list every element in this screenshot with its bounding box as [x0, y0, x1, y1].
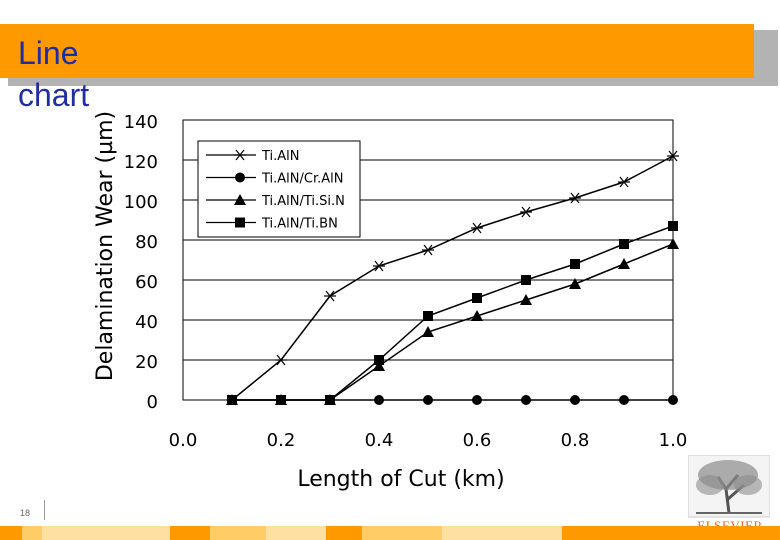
series-square	[227, 221, 678, 405]
star-marker	[471, 222, 483, 234]
legend-entry-label: Ti.AlN/Ti.Si.N	[261, 194, 345, 209]
star-marker	[520, 206, 532, 218]
x-tick-label: 0.4	[365, 430, 394, 451]
y-tick-label: 80	[135, 232, 158, 253]
slide-title: Line chart	[18, 35, 90, 113]
square-marker	[276, 395, 286, 405]
triangle-marker	[471, 310, 483, 321]
legend: Ti.AlN Ti.AlN/Cr.AlN Ti.AlN/Ti.Si.N Ti.AlN/…	[197, 140, 361, 238]
x-tick-label: 0.8	[561, 430, 590, 451]
y-tick-labels: 0 20 40 60 80 100 120 140	[124, 112, 158, 413]
legend-box	[197, 140, 361, 238]
y-tick-label: 60	[135, 272, 158, 293]
x-tick-label: 0.2	[267, 430, 296, 451]
triangle-marker	[667, 238, 679, 249]
square-marker	[227, 395, 237, 405]
triangle-marker	[520, 294, 532, 305]
square-marker	[472, 293, 482, 303]
square-marker	[570, 259, 580, 269]
star-marker	[373, 260, 385, 272]
legend-entry-label: Ti.AlN	[261, 149, 300, 164]
star-marker	[324, 290, 336, 302]
circle-marker	[570, 395, 580, 405]
y-tick-label: 140	[124, 112, 158, 133]
star-marker	[569, 192, 581, 204]
triangle-marker	[618, 258, 630, 269]
circle-marker	[521, 395, 531, 405]
square-marker	[325, 395, 335, 405]
legend-entry-label: Ti.AlN/Cr.AlN	[261, 172, 344, 187]
star-marker	[422, 244, 434, 256]
triangle-marker	[569, 278, 581, 289]
star-marker	[618, 176, 630, 188]
circle-marker	[374, 395, 384, 405]
triangle-marker	[234, 194, 246, 205]
x-tick-label: 0.0	[169, 430, 198, 451]
series-line	[232, 225, 674, 401]
circle-marker	[619, 395, 629, 405]
y-tick-label: 120	[124, 152, 158, 173]
circle-marker	[668, 395, 678, 405]
title-bar	[0, 24, 754, 78]
x-tick-labels: 0.0 0.2 0.4 0.6 0.8 1.0	[169, 430, 688, 451]
x-axis-label: Length of Cut (km)	[297, 467, 504, 492]
series-line	[231, 155, 674, 401]
series-layer	[226, 150, 679, 406]
bottom-color-strip	[0, 526, 780, 540]
circle-marker	[423, 395, 433, 405]
square-marker	[521, 275, 531, 285]
star-marker	[275, 354, 287, 366]
x-tick-label: 0.6	[463, 430, 492, 451]
page-number-divider	[44, 500, 45, 520]
elsevier-tree-logo	[688, 455, 770, 518]
triangle-marker	[422, 326, 434, 337]
legend-entry-label: Ti.AlN/Ti.BN	[261, 217, 338, 232]
series-triangle	[226, 238, 679, 405]
triangle-marker	[373, 360, 385, 371]
square-marker	[619, 239, 629, 249]
y-axis-label: Delamination Wear (µm)	[93, 111, 118, 381]
circle-marker	[472, 395, 482, 405]
circle-marker	[235, 172, 245, 183]
square-marker	[423, 311, 433, 321]
star-marker	[234, 149, 246, 161]
series-line	[232, 243, 674, 401]
star-marker	[667, 150, 679, 162]
x-tick-label: 1.0	[659, 430, 688, 451]
square-marker	[235, 217, 245, 228]
y-tick-label: 40	[135, 312, 158, 333]
square-marker	[668, 221, 678, 231]
y-tick-label: 20	[135, 352, 158, 373]
square-marker	[374, 355, 384, 365]
y-tick-label: 100	[124, 192, 158, 213]
page-number: 18	[20, 508, 31, 518]
y-tick-label: 0	[147, 392, 158, 413]
